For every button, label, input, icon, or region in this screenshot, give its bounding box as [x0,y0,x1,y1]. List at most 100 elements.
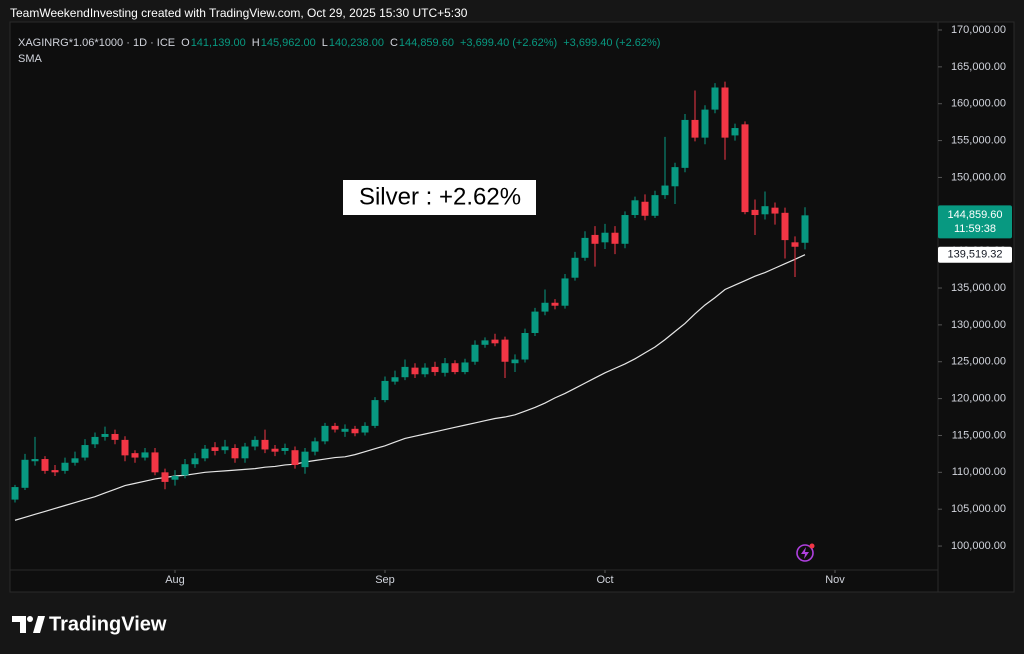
y-tick-label: 130,000.00 [951,319,1006,331]
candle-body [461,362,469,373]
sma-price-label: 139,519.32 [947,249,1002,261]
candle-body [741,124,749,213]
candle-body [791,242,799,247]
candle-body [761,206,769,215]
logo-icon [12,616,45,633]
candle-body [381,380,389,401]
candle-body [111,433,119,440]
close-value: 144,859.60 [398,37,454,49]
candle-body [71,458,79,463]
candle-body [31,459,39,462]
sma-price-box [938,246,1012,263]
candle-body [411,367,419,375]
candle-body [631,200,639,216]
change: +3,699.40 (+2.62%) [459,37,558,49]
candle-body [471,344,479,362]
y-tick-label: 150,000.00 [951,171,1006,183]
candle-body [241,446,249,459]
candle-body [491,339,499,344]
candle-body [771,207,779,214]
candle-body [591,234,599,244]
candle-body [271,448,279,452]
candle-body [191,458,199,465]
chart-panel [9,21,1015,593]
candle-body [551,302,559,306]
candle-body [101,433,109,437]
sma-line [14,254,806,521]
candle-body [141,452,149,458]
candle-body [181,464,189,476]
candle-body [51,470,59,473]
candle-body [621,215,629,244]
candle-body [221,446,229,451]
candle-body [511,359,519,364]
y-tick-label: 125,000.00 [951,356,1006,368]
high-value: 145,962.00 [260,37,316,49]
candle-body [131,453,139,458]
candle-body [681,119,689,168]
candle-body [601,232,609,243]
candle-body [671,167,679,187]
change-repeat: +3,699.40 (+2.62%) [563,37,661,49]
y-tick-label: 100,000.00 [951,540,1006,552]
candle-body [11,487,19,500]
x-tick-label: Sep [375,574,395,586]
candle-body [301,451,309,468]
candle-body [611,232,619,244]
y-tick-label: 170,000.00 [951,24,1006,36]
candle-body [541,302,549,312]
candle-body [371,400,379,426]
candle-body [251,439,259,447]
x-tick-label: Aug [165,574,185,586]
candle-body [701,109,709,138]
candle-body [311,441,319,452]
candle-body [691,119,699,138]
candle-body [421,367,429,375]
x-tick-label: Nov [825,574,845,586]
candle-body [531,311,539,333]
x-tick-label: Oct [596,574,613,586]
open-value: 141,139.00 [190,37,246,49]
close-label: C [389,37,398,49]
candle-body [501,339,509,362]
candle-body [121,439,129,456]
candle-body [581,237,589,258]
candle-body [441,363,449,373]
candle-body [711,87,719,110]
annotation-box [343,180,536,215]
candle-body [341,428,349,432]
y-tick-label: 110,000.00 [952,466,1006,478]
logo-text: TradingView [49,613,167,635]
symbol: XAGINRG*1.06*1000 · 1D · ICE [18,37,176,49]
candle-body [641,201,649,216]
candle-body [571,257,579,278]
legend: XAGINRG*1.06*1000 · 1D · ICE O141,139.00 H… [18,37,666,49]
alert-icon[interactable] [796,543,815,562]
y-tick-label: 160,000.00 [951,98,1006,110]
candle-body [291,450,299,465]
last-price-box [938,205,1012,239]
countdown: 11:59:38 [954,223,996,235]
candle-body [201,448,209,459]
candle-body [171,476,179,480]
low-value: 140,238.00 [328,37,384,49]
candle-body [391,377,399,382]
candle-body [61,462,69,471]
candle-body [331,425,339,430]
candle-body [321,425,329,442]
candle-body [451,363,459,373]
candle-body [351,428,359,434]
candle-body [151,452,159,473]
candle-body [431,366,439,373]
candle-body [661,185,669,196]
last-price-label: 144,859.60 [947,209,1002,221]
candle-body [521,332,529,360]
candle-body [361,425,369,433]
credit: TeamWeekendInvesting created with Tradin… [10,6,468,20]
y-tick-label: 135,000.00 [951,282,1006,294]
candle-body [261,439,269,450]
candle-body [211,447,219,451]
candle-body [481,340,489,345]
